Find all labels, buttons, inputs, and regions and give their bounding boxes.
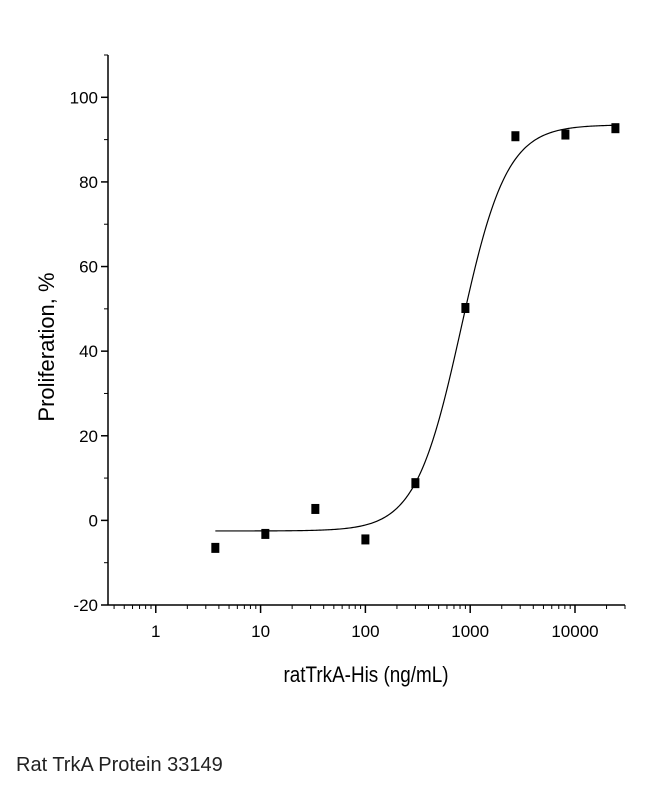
y-tick-label: -20 bbox=[73, 596, 98, 615]
data-point bbox=[411, 478, 420, 489]
data-point bbox=[261, 528, 270, 539]
y-tick-label: 20 bbox=[79, 427, 98, 446]
x-tick-label: 10 bbox=[251, 622, 270, 641]
y-tick-label: 0 bbox=[89, 511, 98, 530]
data-point bbox=[461, 303, 470, 313]
figure-caption: Rat TrkA Protein 33149 bbox=[16, 754, 223, 776]
chart: -20 0 20 40 60 80 100 1 10 100 1000 10000 ratTrkA-… bbox=[34, 54, 626, 687]
x-ticks: 1 10 100 1000 10000 bbox=[113, 605, 626, 641]
chart-axes bbox=[107, 55, 625, 606]
data-point bbox=[561, 129, 570, 140]
y-tick-label: 100 bbox=[70, 88, 98, 107]
y-tick-label: 40 bbox=[79, 342, 98, 361]
data-point bbox=[311, 503, 320, 514]
x-axis-title: ratTrkA-His (ng/mL) bbox=[284, 662, 449, 687]
data-point bbox=[611, 123, 620, 134]
data-points bbox=[211, 123, 620, 553]
data-point bbox=[511, 131, 520, 142]
y-axis-title: Proliferation, % bbox=[34, 272, 59, 421]
data-point bbox=[361, 534, 370, 545]
fit-curve bbox=[215, 124, 616, 532]
data-point bbox=[211, 542, 220, 553]
y-ticks: -20 0 20 40 60 80 100 bbox=[70, 54, 108, 615]
x-tick-label: 1000 bbox=[451, 622, 489, 641]
x-tick-label: 100 bbox=[351, 622, 379, 641]
y-tick-label: 60 bbox=[79, 258, 98, 277]
x-tick-label: 10000 bbox=[551, 622, 598, 641]
y-tick-label: 80 bbox=[79, 173, 98, 192]
x-tick-label: 1 bbox=[151, 622, 160, 641]
